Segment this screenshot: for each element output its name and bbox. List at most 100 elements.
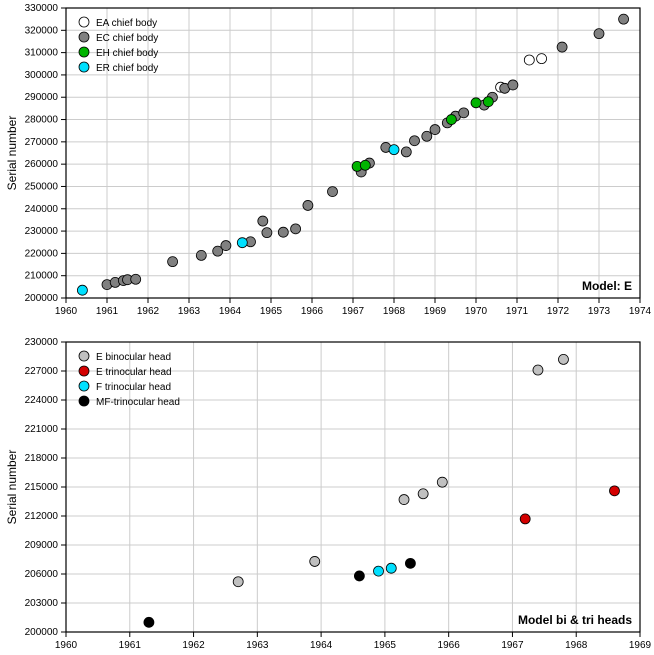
- y-tick-label: 260000: [25, 159, 59, 170]
- data-point: [557, 42, 567, 52]
- y-tick-label: 300000: [25, 70, 59, 81]
- data-point: [310, 556, 320, 566]
- x-tick-label: 1969: [629, 640, 652, 651]
- data-point: [237, 238, 247, 248]
- legend-label: F trinocular head: [96, 382, 171, 393]
- data-point: [533, 365, 543, 375]
- x-tick-label: 1962: [137, 306, 160, 317]
- y-tick-label: 310000: [25, 48, 59, 59]
- data-point: [399, 495, 409, 505]
- y-tick-label: 290000: [25, 92, 59, 103]
- data-point: [291, 224, 301, 234]
- x-tick-label: 1960: [55, 640, 78, 651]
- panel-title: Model bi & tri heads: [518, 613, 632, 627]
- x-tick-label: 1963: [246, 640, 269, 651]
- x-tick-label: 1967: [342, 306, 365, 317]
- data-point: [524, 55, 534, 65]
- data-point: [418, 489, 428, 499]
- data-point: [278, 227, 288, 237]
- data-point: [131, 274, 141, 284]
- figure-svg: 1960 1961 1962 1963 1964 1965 1966 1967 1968 1969…: [0, 0, 654, 655]
- x-tick-label: 1962: [182, 640, 205, 651]
- data-point: [303, 200, 313, 210]
- legend-label: EH chief body: [96, 48, 158, 59]
- x-tick-label: 1964: [310, 640, 333, 651]
- y-tick-label: 221000: [25, 424, 59, 435]
- y-axis-label: Serial number: [5, 116, 19, 191]
- data-point: [508, 80, 518, 90]
- x-tick-label: 1973: [588, 306, 611, 317]
- data-point: [537, 54, 547, 64]
- y-tick-label: 224000: [25, 395, 59, 406]
- data-point: [459, 108, 469, 118]
- data-point: [221, 241, 231, 251]
- data-point: [374, 566, 384, 576]
- x-tick-label: 1972: [547, 306, 570, 317]
- y-tick-label: 215000: [25, 482, 59, 493]
- data-point: [446, 115, 456, 125]
- x-tick-label: 1965: [260, 306, 283, 317]
- y-tick-label: 212000: [25, 511, 59, 522]
- legend-marker: [79, 381, 89, 391]
- legend-marker: [79, 396, 89, 406]
- data-point: [437, 477, 447, 487]
- data-point: [258, 216, 268, 226]
- y-tick-label: 218000: [25, 453, 59, 464]
- y-tick-label: 227000: [25, 366, 59, 377]
- y-tick-label: 200000: [25, 293, 59, 304]
- data-point: [77, 285, 87, 295]
- y-tick-label: 240000: [25, 204, 59, 215]
- x-tick-label: 1971: [506, 306, 529, 317]
- data-point: [422, 131, 432, 141]
- data-point: [328, 187, 338, 197]
- data-point: [410, 136, 420, 146]
- x-tick-label: 1967: [501, 640, 524, 651]
- data-point: [430, 125, 440, 135]
- panel-title: Model: E: [582, 279, 632, 293]
- legend-label: E binocular head: [96, 352, 171, 363]
- data-point: [360, 160, 370, 170]
- y-axis-label: Serial number: [5, 450, 19, 525]
- data-point: [405, 558, 415, 568]
- x-tick-label: 1966: [438, 640, 461, 651]
- y-tick-label: 270000: [25, 137, 59, 148]
- data-point: [144, 617, 154, 627]
- legend-label: EC chief body: [96, 33, 158, 44]
- data-point: [354, 571, 364, 581]
- legend-marker: [79, 17, 89, 27]
- y-tick-label: 230000: [25, 337, 59, 348]
- x-tick-label: 1968: [565, 640, 588, 651]
- y-tick-label: 280000: [25, 115, 59, 126]
- data-point: [262, 228, 272, 238]
- x-tick-label: 1960: [55, 306, 78, 317]
- data-point: [619, 14, 629, 24]
- y-tick-label: 230000: [25, 226, 59, 237]
- y-tick-label: 220000: [25, 248, 59, 259]
- legend-label: EA chief body: [96, 18, 157, 29]
- data-point: [389, 145, 399, 155]
- x-tick-label: 1968: [383, 306, 406, 317]
- y-tick-label: 330000: [25, 3, 59, 14]
- x-tick-label: 1963: [178, 306, 201, 317]
- data-point: [196, 250, 206, 260]
- x-tick-label: 1961: [96, 306, 119, 317]
- y-tick-label: 320000: [25, 25, 59, 36]
- chart-panel: 1960196119621963196419651966196719681969…: [5, 3, 652, 317]
- figure-container: 1960 1961 1962 1963 1964 1965 1966 1967 1968 1969…: [0, 0, 654, 655]
- legend-label: E trinocular head: [96, 367, 172, 378]
- data-point: [401, 147, 411, 157]
- y-tick-label: 210000: [25, 271, 59, 282]
- legend-label: MF-trinocular head: [96, 397, 180, 408]
- data-point: [233, 577, 243, 587]
- x-tick-label: 1974: [629, 306, 652, 317]
- legend-label: ER chief body: [96, 63, 158, 74]
- x-tick-label: 1961: [119, 640, 142, 651]
- x-tick-label: 1969: [424, 306, 447, 317]
- x-tick-label: 1965: [374, 640, 397, 651]
- data-point: [594, 29, 604, 39]
- y-tick-label: 206000: [25, 569, 59, 580]
- legend-marker: [79, 32, 89, 42]
- data-point: [386, 563, 396, 573]
- x-tick-label: 1964: [219, 306, 242, 317]
- data-point: [558, 354, 568, 364]
